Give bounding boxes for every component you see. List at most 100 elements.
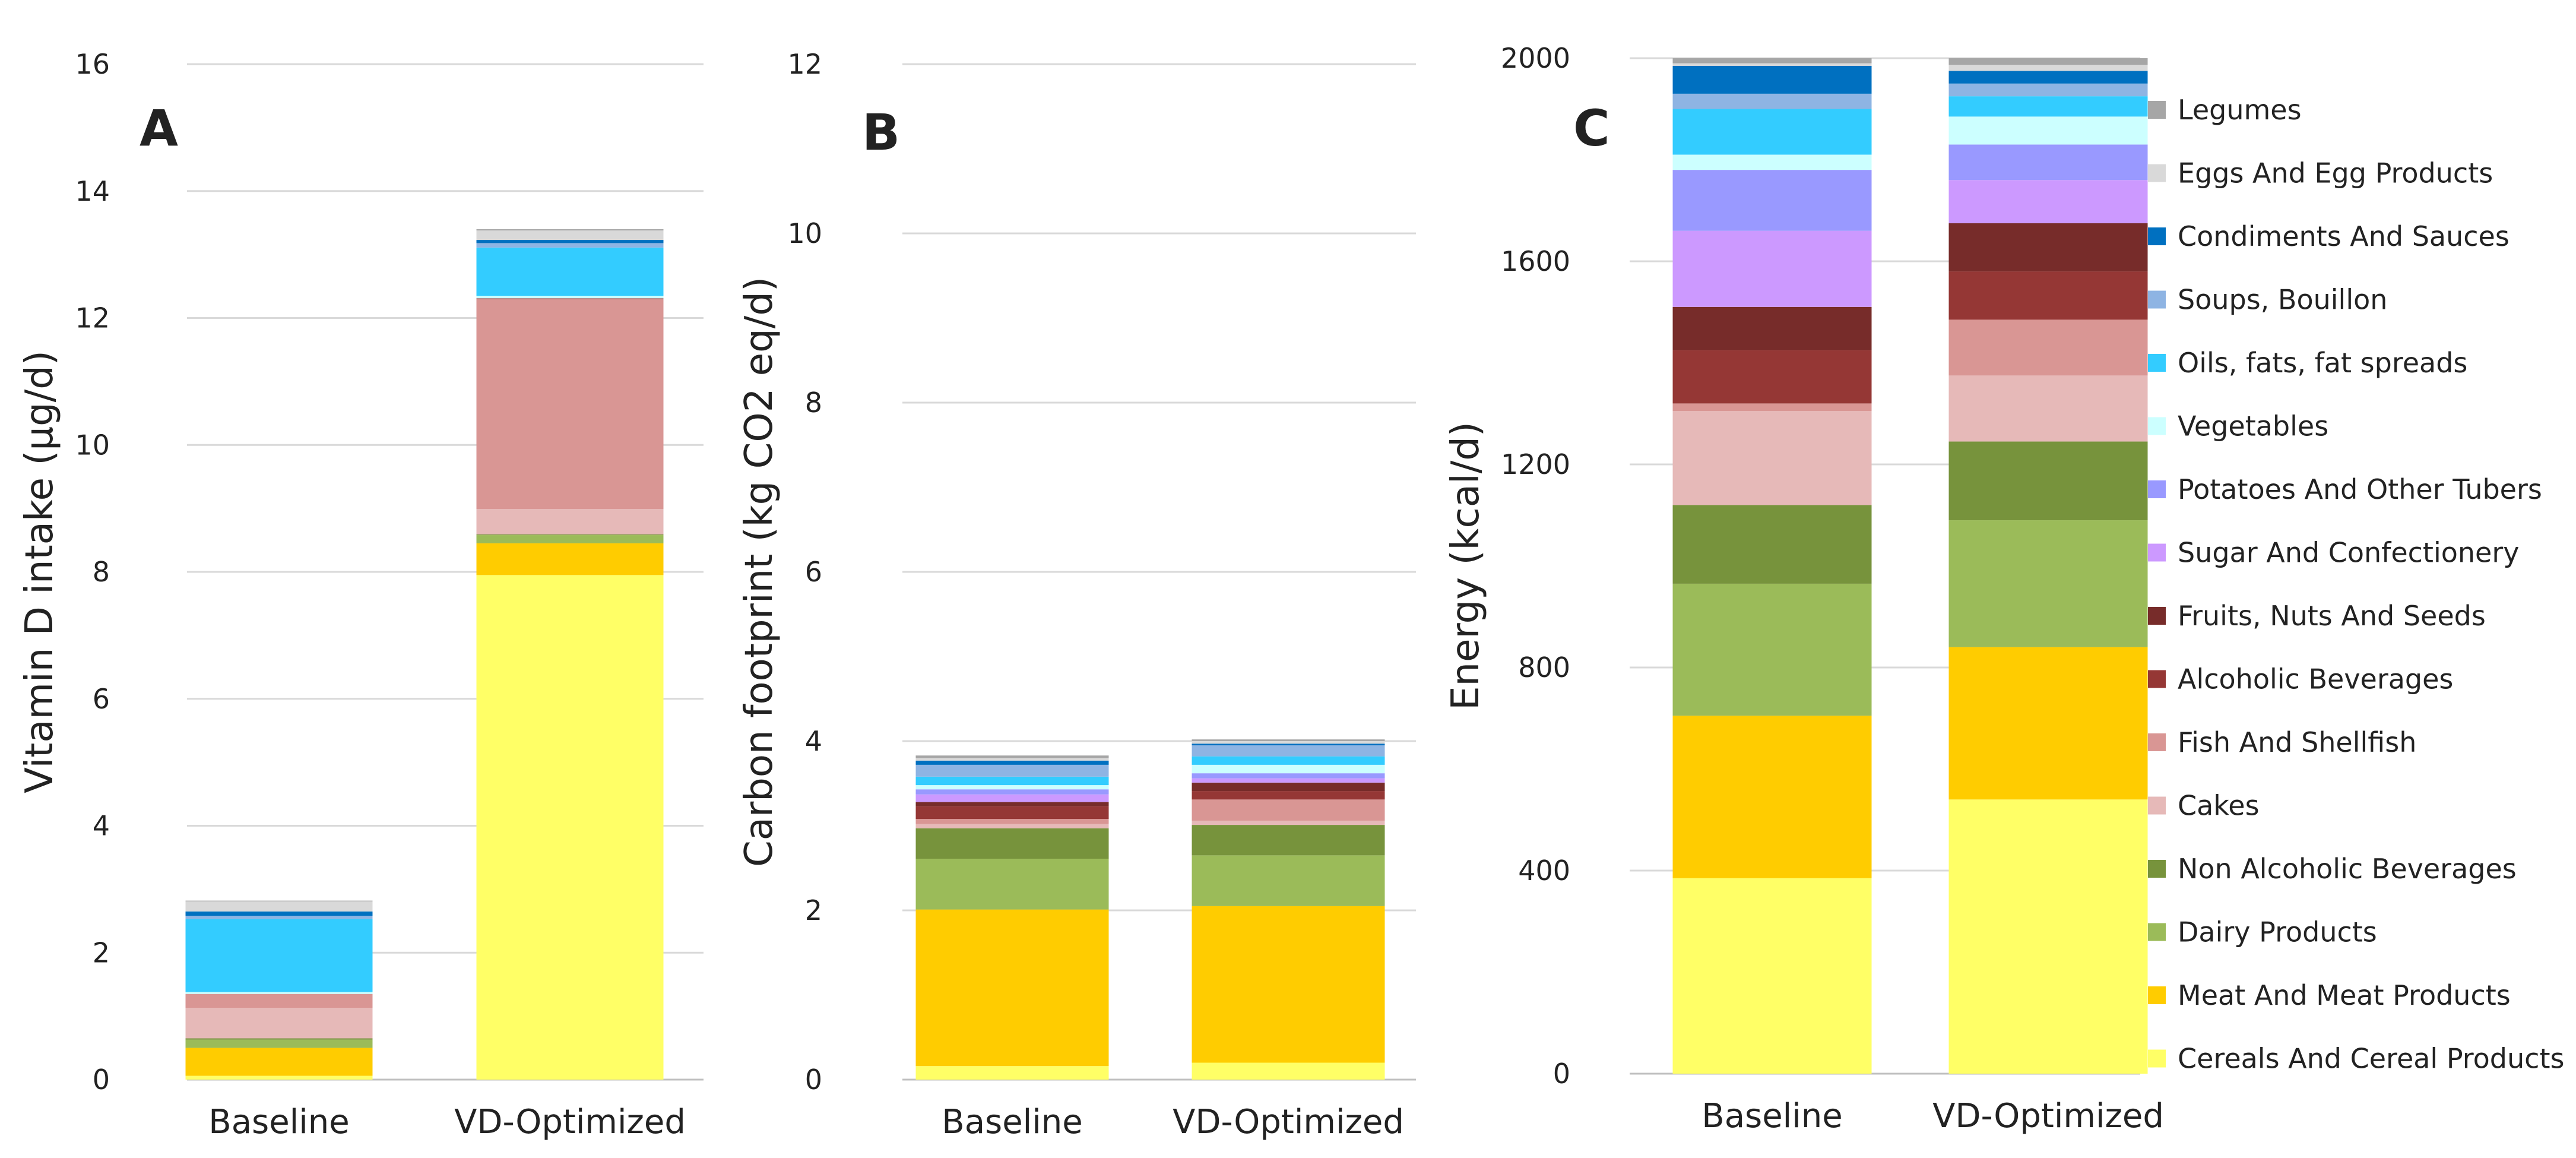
panel-b-y-tick-label: 12 xyxy=(787,48,822,80)
panel-b-bar-segment-0-13 xyxy=(915,760,1109,765)
panel-a-bar-segment-0-10 xyxy=(185,992,373,994)
panel-a-bar-segment-1-6 xyxy=(476,298,664,299)
panel-a-bar-segment-0-13 xyxy=(185,911,373,916)
panel-c-bar-segment-1-8 xyxy=(1948,180,2148,223)
panel-a-bar-segment-0-0 xyxy=(185,1075,373,1080)
legend-swatch xyxy=(2148,796,2166,815)
panel-c-y-tick-label: 400 xyxy=(1518,855,1570,887)
panel-a-bar-segment-0-1 xyxy=(185,1048,373,1076)
panel-c-bar-segment-1-6 xyxy=(1948,271,2148,320)
panel-c-bar-segment-1-9 xyxy=(1948,144,2148,181)
panel-c-bar-segment-0-5 xyxy=(1672,403,1872,412)
legend-entry-label: Sugar And Confectionery xyxy=(2178,537,2519,569)
panel-b-label: B xyxy=(862,103,900,162)
panel-b-bar-segment-1-1 xyxy=(1192,906,1385,1063)
legend-entry-label: Cereals And Cereal Products xyxy=(2178,1043,2564,1075)
panel-c-y-axis-title: Energy (kcal/d) xyxy=(1444,422,1488,710)
panel-a-bar-segment-1-12 xyxy=(476,243,664,248)
panel-a-y-tick-label: 4 xyxy=(93,810,110,842)
legend-entry-label: Eggs And Egg Products xyxy=(2178,157,2493,189)
panel-b-bar-segment-1-13 xyxy=(1192,743,1385,746)
panel-b-bar-segment-0-10 xyxy=(915,785,1109,790)
legend-swatch xyxy=(2148,860,2166,878)
panel-b-x-category-label: Baseline xyxy=(942,1103,1082,1141)
panel-c-label: C xyxy=(1573,99,1610,157)
panel-a-bar-segment-1-0 xyxy=(476,575,664,1080)
panel-c-bar-segment-0-12 xyxy=(1672,93,1872,109)
panel-c-bar-segment-0-14 xyxy=(1672,63,1872,66)
panel-a-bar-segment-1-13 xyxy=(476,240,664,243)
panel-a-bar-segment-1-5 xyxy=(476,299,664,510)
panel-a-bar-segment-0-5 xyxy=(185,994,373,1008)
panel-b-bar-segment-0-12 xyxy=(915,764,1109,777)
panel-a-y-tick-label: 8 xyxy=(93,556,110,588)
panel-b-bar-segment-0-6 xyxy=(915,806,1109,820)
legend-swatch xyxy=(2148,986,2166,1004)
panel-c-bar-segment-1-11 xyxy=(1948,96,2148,117)
panel-a-bar-segment-1-3 xyxy=(476,534,664,536)
panel-c-bar-segment-0-11 xyxy=(1672,109,1872,155)
panel-a-bar-segment-1-14 xyxy=(476,230,664,241)
panel-c-y-tick-label: 800 xyxy=(1518,651,1570,684)
panel-b-bar-segment-1-0 xyxy=(1192,1062,1385,1080)
panel-b-bar-segment-1-11 xyxy=(1192,756,1385,765)
legend-swatch xyxy=(2148,290,2166,309)
legend-entry-label: Vegetables xyxy=(2178,410,2328,442)
panel-c-x-category-label: Baseline xyxy=(1702,1097,1842,1135)
panel-c-bar-segment-0-13 xyxy=(1672,65,1872,94)
legend-entry-label: Oils, fats, fat spreads xyxy=(2178,347,2467,379)
panel-c-bar-segment-1-0 xyxy=(1948,799,2148,1074)
panel-a-bar-segment-1-4 xyxy=(476,509,664,534)
panel-b-y-axis-title: Carbon footprint (kg CO2 eq/d) xyxy=(737,277,781,867)
legend-entry-label: Cakes xyxy=(2178,790,2260,822)
legend-swatch xyxy=(2148,733,2166,751)
panel-b-bar-segment-1-9 xyxy=(1192,773,1385,779)
panel-a-y-tick-label: 10 xyxy=(75,429,110,461)
legend-swatch xyxy=(2148,417,2166,435)
legend-entry-label: Meat And Meat Products xyxy=(2178,979,2511,1011)
panel-c-y-tick-label: 1200 xyxy=(1501,448,1570,480)
panel-b-bar-segment-1-4 xyxy=(1192,820,1385,825)
panel-a-y-tick-label: 16 xyxy=(75,48,110,80)
panel-a-bar-segment-1-1 xyxy=(476,543,664,575)
panel-c-y-tick-label: 0 xyxy=(1553,1058,1570,1090)
panel-c-bar-segment-0-4 xyxy=(1672,411,1872,505)
panel-c-bar-segment-0-3 xyxy=(1672,505,1872,584)
panel-c-bar-segment-0-6 xyxy=(1672,350,1872,404)
panel-c-bar-segment-0-0 xyxy=(1672,878,1872,1074)
panel-a-bar-segment-1-10 xyxy=(476,296,664,299)
panel-a-x-category-label: VD-Optimized xyxy=(454,1103,686,1141)
panel-b-bar-segment-0-2 xyxy=(915,859,1109,910)
panel-c-bar-segment-1-14 xyxy=(1948,65,2148,71)
panel-c-bar-segment-1-12 xyxy=(1948,83,2148,97)
panel-c-bar-segment-0-8 xyxy=(1672,230,1872,307)
panel-b-bar-segment-0-0 xyxy=(915,1066,1109,1080)
legend-entry-label: Fish And Shellfish xyxy=(2178,726,2416,758)
panel-b-bar-segment-0-4 xyxy=(915,824,1109,828)
panel-b-y-tick-label: 8 xyxy=(805,387,822,419)
panel-a-y-tick-label: 2 xyxy=(93,936,110,969)
panel-a-y-tick-label: 6 xyxy=(93,683,110,715)
legend-swatch xyxy=(2148,354,2166,372)
panel-c-y-tick-label: 1600 xyxy=(1501,245,1570,277)
panel-a-x-category-label: Baseline xyxy=(208,1103,349,1141)
panel-b-bar-segment-0-8 xyxy=(915,794,1109,802)
legend-swatch xyxy=(2148,1049,2166,1068)
panel-c-bar-segment-1-1 xyxy=(1948,647,2148,800)
panel-b-bar-segment-0-5 xyxy=(915,819,1109,824)
panel-a-y-tick-label: 14 xyxy=(75,175,110,207)
legend-entry-label: Fruits, Nuts And Seeds xyxy=(2178,600,2486,632)
panel-c-bar-segment-0-10 xyxy=(1672,154,1872,170)
panel-c-bar-segment-0-15 xyxy=(1672,58,1872,64)
panel-b-bar-segment-1-14 xyxy=(1192,741,1385,744)
panel-b-bar-segment-0-7 xyxy=(915,802,1109,806)
panel-b-bar-segment-1-7 xyxy=(1192,782,1385,792)
panel-a-bar-segment-0-12 xyxy=(185,916,373,919)
legend-entry-label: Dairy Products xyxy=(2178,916,2377,948)
panel-a-bar-segment-0-2 xyxy=(185,1039,373,1048)
panel-b-bar-segment-0-15 xyxy=(915,755,1109,758)
panel-a-y-tick-label: 12 xyxy=(75,302,110,334)
panel-c-bar-segment-1-5 xyxy=(1948,319,2148,376)
panel-a-bar-segment-0-11 xyxy=(185,919,373,992)
